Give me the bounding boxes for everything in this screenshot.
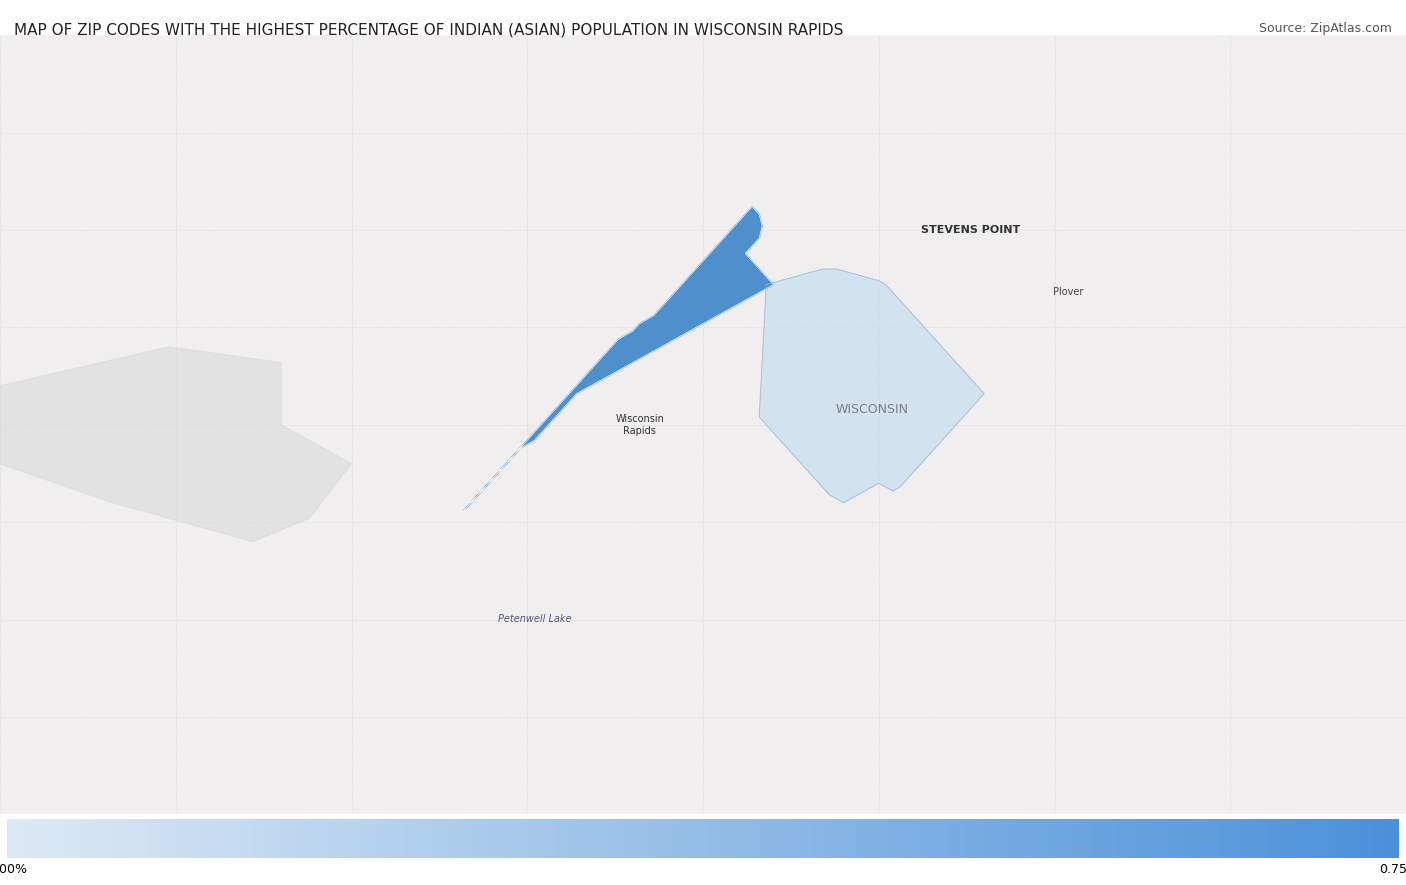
Text: STEVENS POINT: STEVENS POINT (921, 225, 1019, 235)
Text: Plover: Plover (1053, 288, 1084, 297)
Polygon shape (464, 207, 773, 511)
Text: Wisconsin
Rapids: Wisconsin Rapids (616, 414, 664, 435)
Polygon shape (759, 269, 984, 503)
Polygon shape (0, 347, 352, 542)
Text: WISCONSIN: WISCONSIN (835, 403, 908, 416)
Text: Source: ZipAtlas.com: Source: ZipAtlas.com (1258, 22, 1392, 35)
FancyBboxPatch shape (0, 35, 1406, 814)
Text: MAP OF ZIP CODES WITH THE HIGHEST PERCENTAGE OF INDIAN (ASIAN) POPULATION IN WIS: MAP OF ZIP CODES WITH THE HIGHEST PERCEN… (14, 22, 844, 37)
Text: Petenwell Lake: Petenwell Lake (498, 614, 571, 625)
